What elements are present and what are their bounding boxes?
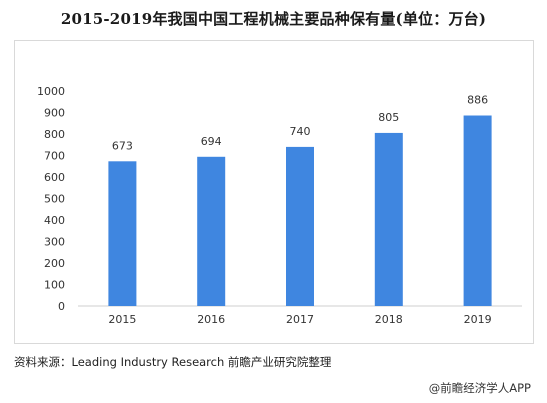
data-label: 740 — [290, 125, 311, 138]
x-tick-label: 2019 — [464, 313, 492, 326]
x-tick-label: 2018 — [375, 313, 403, 326]
y-tick-label: 200 — [44, 257, 65, 270]
bar — [108, 161, 137, 306]
bar — [286, 146, 314, 306]
bar — [463, 115, 492, 306]
y-tick-label: 0 — [58, 300, 65, 313]
data-label: 886 — [467, 94, 488, 107]
y-tick-label: 100 — [44, 279, 65, 292]
bar — [374, 132, 403, 306]
y-tick-label: 500 — [44, 193, 65, 206]
chart-title: 2015-2019年我国中国工程机械主要品种保有量(单位：万台) — [60, 10, 487, 28]
chart-frame — [14, 40, 534, 344]
y-tick-label: 800 — [44, 128, 65, 141]
x-tick-label: 2015 — [108, 313, 136, 326]
app-credit: @前瞻经济学人APP — [428, 381, 531, 395]
y-tick-label: 1000 — [37, 85, 65, 98]
source-note: 资料来源：Leading Industry Research 前瞻产业研究院整理 — [14, 355, 332, 369]
data-label: 805 — [378, 111, 399, 124]
bar — [197, 156, 226, 306]
y-tick-label: 900 — [44, 107, 65, 120]
y-tick-label: 400 — [44, 214, 65, 227]
x-tick-label: 2017 — [286, 313, 314, 326]
y-tick-label: 700 — [44, 150, 65, 163]
y-tick-label: 300 — [44, 236, 65, 249]
data-label: 673 — [112, 139, 133, 152]
data-label: 694 — [201, 135, 222, 148]
x-tick-label: 2016 — [197, 313, 225, 326]
y-tick-label: 600 — [44, 171, 65, 184]
